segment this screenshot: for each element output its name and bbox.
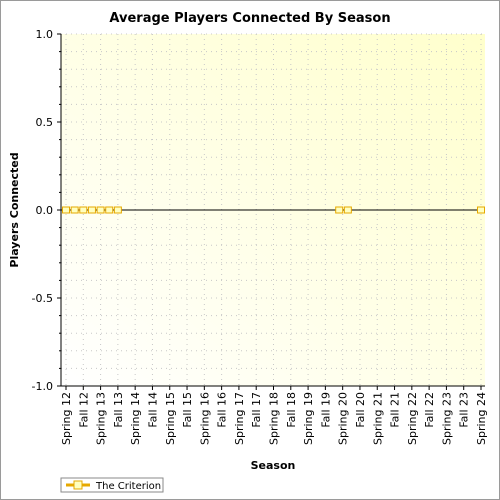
- x-tick-label: Fall 22: [423, 392, 436, 428]
- data-point-marker: [70, 206, 79, 214]
- data-point-marker: [62, 206, 70, 214]
- x-tick-label: Spring 14: [129, 392, 142, 445]
- x-tick-label: Spring 16: [198, 392, 211, 445]
- x-tick-label: Fall 17: [250, 392, 263, 428]
- x-tick-label: Spring 17: [233, 392, 246, 445]
- legend: The Criterion: [60, 477, 164, 493]
- x-tick-label: Spring 18: [268, 392, 281, 445]
- data-point-marker: [335, 206, 344, 214]
- legend-box: [60, 477, 164, 493]
- data-point-marker: [105, 206, 114, 214]
- x-tick-label: Fall 23: [458, 392, 471, 428]
- x-tick-label: Spring 19: [302, 392, 315, 445]
- data-point-marker: [113, 206, 122, 214]
- y-axis-ticks: 1.0 0.5 0.0 -0.5 -1.0: [32, 28, 61, 393]
- data-point-marker: [96, 206, 105, 214]
- chart-title: Average Players Connected By Season: [109, 11, 390, 26]
- x-tick-label: Spring 22: [406, 392, 419, 445]
- x-tick-label: Fall 19: [319, 392, 332, 428]
- data-point-marker: [79, 206, 88, 214]
- data-point-marker: [87, 206, 96, 214]
- x-tick-label: Spring 13: [95, 392, 108, 445]
- y-tick-label: 1.0: [36, 28, 54, 41]
- y-tick-label: 0.5: [36, 116, 54, 129]
- x-tick-label: Spring 24: [475, 392, 488, 445]
- y-axis-title: Players Connected: [8, 152, 21, 267]
- x-axis-ticks: Spring 12 Fall 12 Spring 13 Fall 13 Spring 1…: [60, 386, 488, 445]
- x-axis-title: Season: [251, 459, 296, 472]
- x-tick-label: Fall 15: [181, 392, 194, 428]
- x-tick-label: Spring 20: [337, 392, 350, 445]
- legend-swatch-marker: [73, 480, 83, 490]
- data-point-marker: [343, 206, 352, 214]
- y-tick-label: -1.0: [32, 380, 53, 393]
- x-tick-label: Spring 23: [440, 392, 453, 445]
- x-tick-label: Fall 14: [146, 392, 159, 428]
- x-tick-label: Fall 13: [112, 392, 125, 428]
- x-tick-label: Spring 21: [371, 392, 384, 445]
- y-tick-label: -0.5: [32, 292, 53, 305]
- x-tick-label: Spring 12: [60, 392, 73, 445]
- x-tick-label: Spring 15: [164, 392, 177, 445]
- x-tick-label: Fall 20: [354, 392, 367, 428]
- x-tick-label: Fall 18: [285, 392, 298, 428]
- y-tick-label: 0.0: [36, 204, 54, 217]
- x-tick-label: Fall 16: [216, 392, 229, 428]
- series-layer: [61, 206, 485, 214]
- data-point-marker: [477, 206, 485, 214]
- x-tick-label: Fall 12: [77, 392, 90, 428]
- legend-label-the-criterion: The Criterion: [95, 481, 161, 492]
- x-tick-label: Fall 21: [389, 392, 402, 428]
